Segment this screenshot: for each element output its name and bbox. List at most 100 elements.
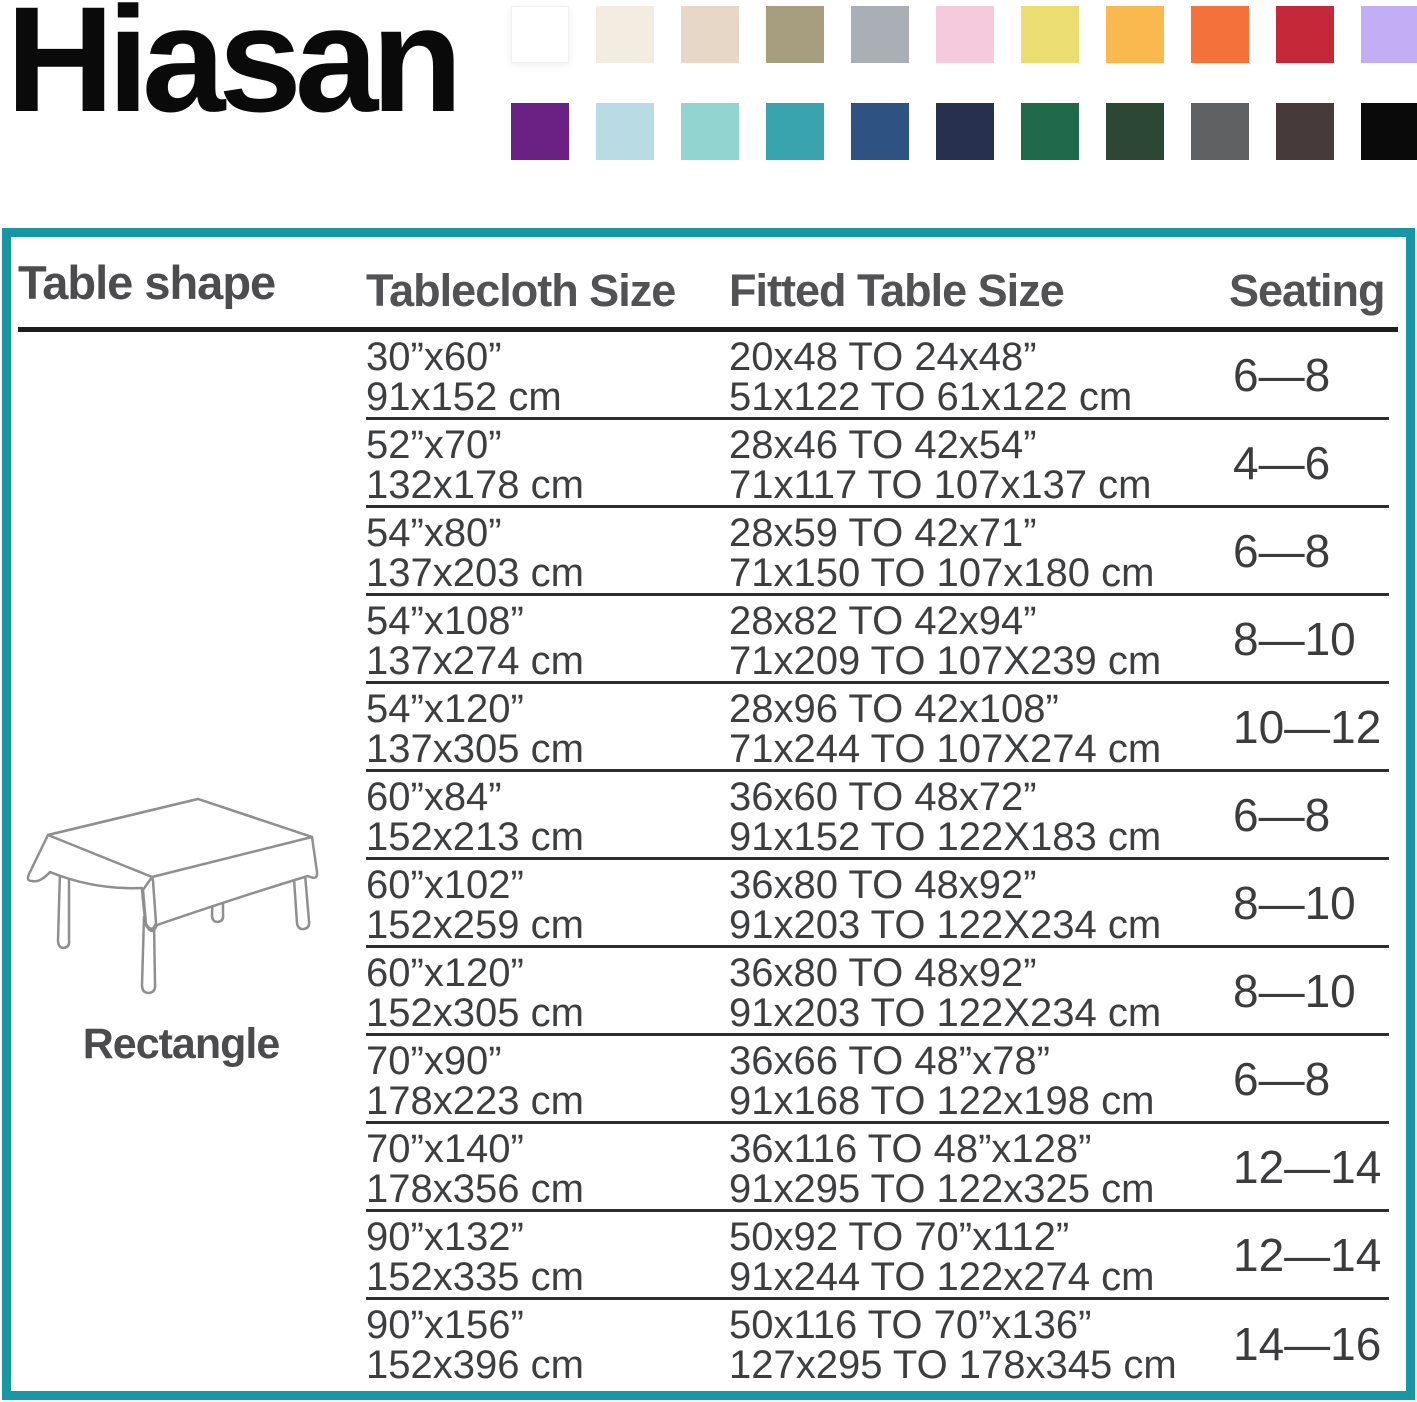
table-row: 90”x156” 152x396 cm 50x116 TO 70”x136” 127x…: [366, 1300, 1389, 1388]
fitted-size-inches: 36x80 TO 48x92”: [729, 951, 1037, 995]
seating-cell: 12—14: [1229, 1212, 1389, 1297]
color-swatch: [766, 6, 824, 63]
seating-cell: 6—8: [1229, 332, 1389, 417]
tablecloth-size-inches: 54”x80”: [366, 511, 502, 555]
brand-logo: Hiasan: [6, 0, 463, 143]
seating-value: 6—8: [1233, 348, 1331, 401]
seating-cell: 10—12: [1229, 684, 1389, 769]
color-swatch: [681, 103, 739, 160]
table-row: 60”x120” 152x305 cm 36x80 TO 48x92” 91x203 …: [366, 948, 1389, 1036]
tablecloth-size-inches: 52”x70”: [366, 423, 502, 467]
seating-value: 14—16: [1233, 1318, 1382, 1370]
seating-cell: 6—8: [1229, 508, 1389, 593]
fitted-size-inches: 36x66 TO 48”x78”: [729, 1039, 1050, 1083]
table-row: 60”x102” 152x259 cm 36x80 TO 48x92” 91x203 …: [366, 860, 1389, 948]
seating-value: 6—8: [1233, 524, 1331, 577]
color-swatch: [1361, 6, 1417, 63]
color-swatch: [766, 103, 824, 160]
table-rows: 30”x60” 91x152 cm 20x48 TO 24x48” 51x122 TO…: [366, 332, 1389, 1388]
rectangle-table-illustration: [26, 797, 319, 995]
seating-value: 8—10: [1233, 612, 1356, 665]
tablecloth-size-cm: 152x213 cm: [366, 815, 584, 859]
fitted-size-cm: 71x150 TO 107x180 cm: [729, 551, 1155, 595]
fitted-size-cm: 91x168 TO 122x198 cm: [729, 1079, 1155, 1123]
tablecloth-size-inches: 70”x90”: [366, 1039, 502, 1083]
tablecloth-size-cm: 152x259 cm: [366, 903, 584, 947]
tablecloth-size-cell: 60”x120” 152x305 cm: [366, 948, 729, 1033]
seating-value: 6—8: [1233, 788, 1331, 841]
seating-cell: 4—6: [1229, 420, 1389, 505]
seating-value: 8—10: [1233, 876, 1356, 929]
fitted-size-cm: 71x244 TO 107X274 cm: [729, 727, 1162, 771]
tablecloth-size-inches: 54”x108”: [366, 599, 524, 643]
fitted-size-cm: 91x244 TO 122x274 cm: [729, 1255, 1155, 1299]
seating-cell: 6—8: [1229, 1036, 1389, 1121]
tablecloth-size-cm: 137x274 cm: [366, 639, 584, 683]
fitted-size-inches: 36x116 TO 48”x128”: [729, 1127, 1092, 1171]
palette-row-bottom: [511, 103, 1417, 160]
size-chart-table: Table shape Tablecloth Size Fitted Table…: [2, 228, 1415, 1400]
tablecloth-size-cell: 70”x140” 178x356 cm: [366, 1124, 729, 1209]
color-swatch: [936, 6, 994, 63]
tablecloth-size-cm: 178x356 cm: [366, 1167, 584, 1211]
seating-value: 10—12: [1233, 700, 1382, 753]
fitted-size-cell: 36x116 TO 48”x128” 91x295 TO 122x325 cm: [729, 1124, 1229, 1209]
seating-cell: 14—16: [1229, 1300, 1389, 1388]
tablecloth-size-cm: 137x305 cm: [366, 727, 584, 771]
fitted-size-cm: 127x295 TO 178x345 cm: [729, 1343, 1177, 1387]
table-row: 70”x140” 178x356 cm 36x116 TO 48”x128” 91x2…: [366, 1124, 1389, 1212]
fitted-size-cell: 28x82 TO 42x94” 71x209 TO 107X239 cm: [729, 596, 1229, 681]
seating-cell: 12—14: [1229, 1124, 1389, 1209]
color-swatch: [1276, 103, 1334, 160]
color-swatch: [851, 103, 909, 160]
fitted-size-cm: 91x203 TO 122X234 cm: [729, 903, 1162, 947]
fitted-size-inches: 50x116 TO 70”x136”: [729, 1303, 1092, 1347]
fitted-size-cm: 71x117 TO 107x137 cm: [729, 463, 1152, 507]
color-swatch: [681, 6, 739, 63]
tablecloth-size-cm: 137x203 cm: [366, 551, 584, 595]
seating-cell: 8—10: [1229, 596, 1389, 681]
fitted-size-cell: 20x48 TO 24x48” 51x122 TO 61x122 cm: [729, 332, 1229, 417]
tablecloth-size-cell: 70”x90” 178x223 cm: [366, 1036, 729, 1121]
tablecloth-size-cm: 152x396 cm: [366, 1343, 584, 1387]
color-swatch: [1106, 6, 1164, 63]
palette-row-top: [511, 6, 1417, 63]
column-header-table-shape: Table shape: [18, 256, 276, 309]
fitted-size-cell: 50x92 TO 70”x112” 91x244 TO 122x274 cm: [729, 1212, 1229, 1297]
tablecloth-size-cell: 90”x156” 152x396 cm: [366, 1300, 729, 1388]
seating-cell: 6—8: [1229, 772, 1389, 857]
tablecloth-size-cell: 54”x108” 137x274 cm: [366, 596, 729, 681]
tablecloth-size-cell: 54”x120” 137x305 cm: [366, 684, 729, 769]
tablecloth-size-inches: 70”x140”: [366, 1127, 524, 1171]
tablecloth-size-inches: 54”x120”: [366, 687, 524, 731]
color-swatch: [1191, 103, 1249, 160]
tablecloth-size-cell: 60”x84” 152x213 cm: [366, 772, 729, 857]
tablecloth-size-inches: 60”x102”: [366, 863, 524, 907]
fitted-size-cell: 36x60 TO 48x72” 91x152 TO 122X183 cm: [729, 772, 1229, 857]
column-header-seating: Seating: [1229, 265, 1386, 316]
color-swatch: [511, 6, 569, 63]
table-row: 54”x120” 137x305 cm 28x96 TO 42x108” 71x244…: [366, 684, 1389, 772]
column-header-tablecloth-size: Tablecloth Size: [366, 265, 676, 316]
tablecloth-size-inches: 60”x120”: [366, 951, 524, 995]
fitted-size-cell: 28x46 TO 42x54” 71x117 TO 107x137 cm: [729, 420, 1229, 505]
fitted-size-inches: 20x48 TO 24x48”: [729, 335, 1037, 379]
color-swatch: [1276, 6, 1334, 63]
fitted-size-inches: 28x46 TO 42x54”: [729, 423, 1037, 467]
color-swatch: [1361, 103, 1417, 160]
table-row: 52”x70” 132x178 cm 28x46 TO 42x54” 71x117 T…: [366, 420, 1389, 508]
fitted-size-inches: 50x92 TO 70”x112”: [729, 1215, 1070, 1259]
table-row: 54”x108” 137x274 cm 28x82 TO 42x94” 71x209 …: [366, 596, 1389, 684]
tablecloth-size-inches: 90”x132”: [366, 1215, 524, 1259]
fitted-size-cm: 91x152 TO 122X183 cm: [729, 815, 1162, 859]
table-row: 30”x60” 91x152 cm 20x48 TO 24x48” 51x122 TO…: [366, 332, 1389, 420]
tablecloth-size-cm: 132x178 cm: [366, 463, 584, 507]
color-swatch: [1191, 6, 1249, 63]
fitted-size-cell: 28x59 TO 42x71” 71x150 TO 107x180 cm: [729, 508, 1229, 593]
fitted-size-cell: 50x116 TO 70”x136” 127x295 TO 178x345 cm: [729, 1300, 1229, 1388]
fitted-size-inches: 36x80 TO 48x92”: [729, 863, 1037, 907]
table-row: 90”x132” 152x335 cm 50x92 TO 70”x112” 91x24…: [366, 1212, 1389, 1300]
color-swatch: [511, 103, 569, 160]
tablecloth-size-cm: 178x223 cm: [366, 1079, 584, 1123]
table-row: 54”x80” 137x203 cm 28x59 TO 42x71” 71x150 T…: [366, 508, 1389, 596]
